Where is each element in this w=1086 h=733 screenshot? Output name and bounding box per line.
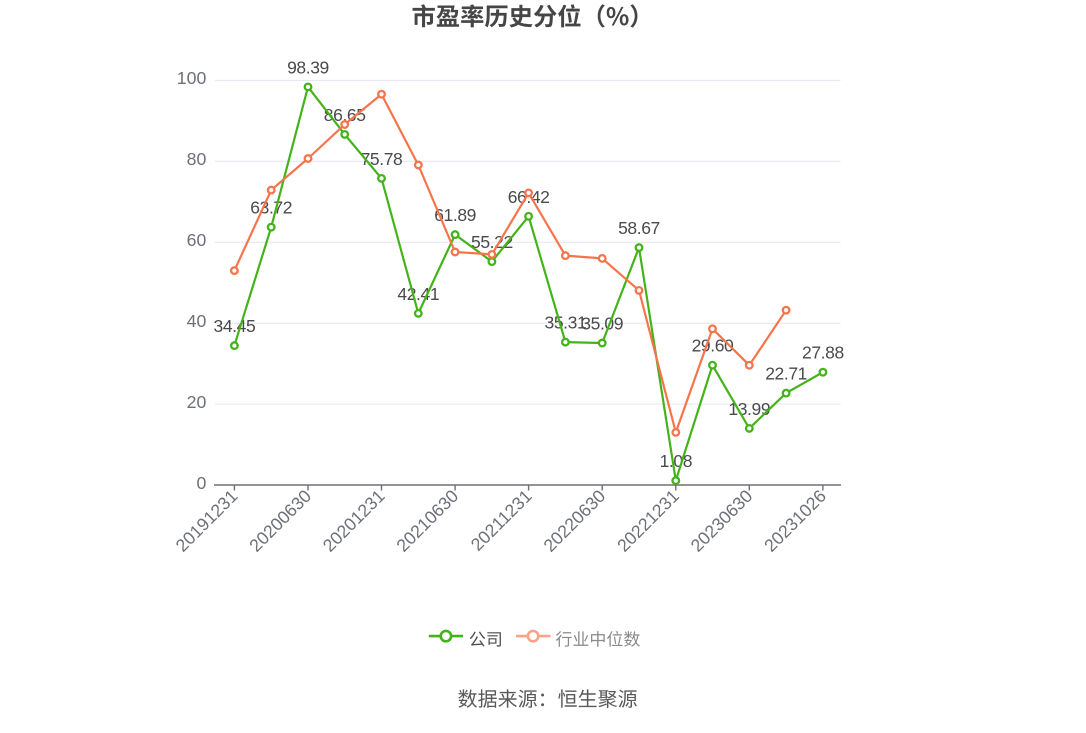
- svg-text:63.72: 63.72: [250, 198, 292, 218]
- svg-text:60: 60: [187, 230, 207, 250]
- svg-text:22.71: 22.71: [765, 364, 807, 384]
- svg-text:40: 40: [187, 311, 207, 331]
- svg-text:35.31: 35.31: [545, 313, 587, 333]
- svg-text:34.45: 34.45: [214, 316, 256, 336]
- svg-text:27.88: 27.88: [802, 343, 844, 363]
- svg-text:42.41: 42.41: [397, 284, 439, 304]
- svg-text:61.89: 61.89: [434, 205, 476, 225]
- svg-text:58.67: 58.67: [618, 218, 660, 238]
- svg-text:80: 80: [187, 149, 207, 169]
- svg-text:13.99: 13.99: [728, 399, 770, 419]
- svg-text:1.08: 1.08: [660, 451, 692, 471]
- svg-text:35.09: 35.09: [581, 314, 623, 334]
- svg-text:100: 100: [177, 68, 207, 88]
- svg-text:75.78: 75.78: [361, 149, 403, 169]
- svg-text:29.60: 29.60: [692, 336, 734, 356]
- svg-text:20: 20: [187, 392, 207, 412]
- svg-text:98.39: 98.39: [287, 57, 329, 77]
- svg-text:0: 0: [196, 473, 206, 493]
